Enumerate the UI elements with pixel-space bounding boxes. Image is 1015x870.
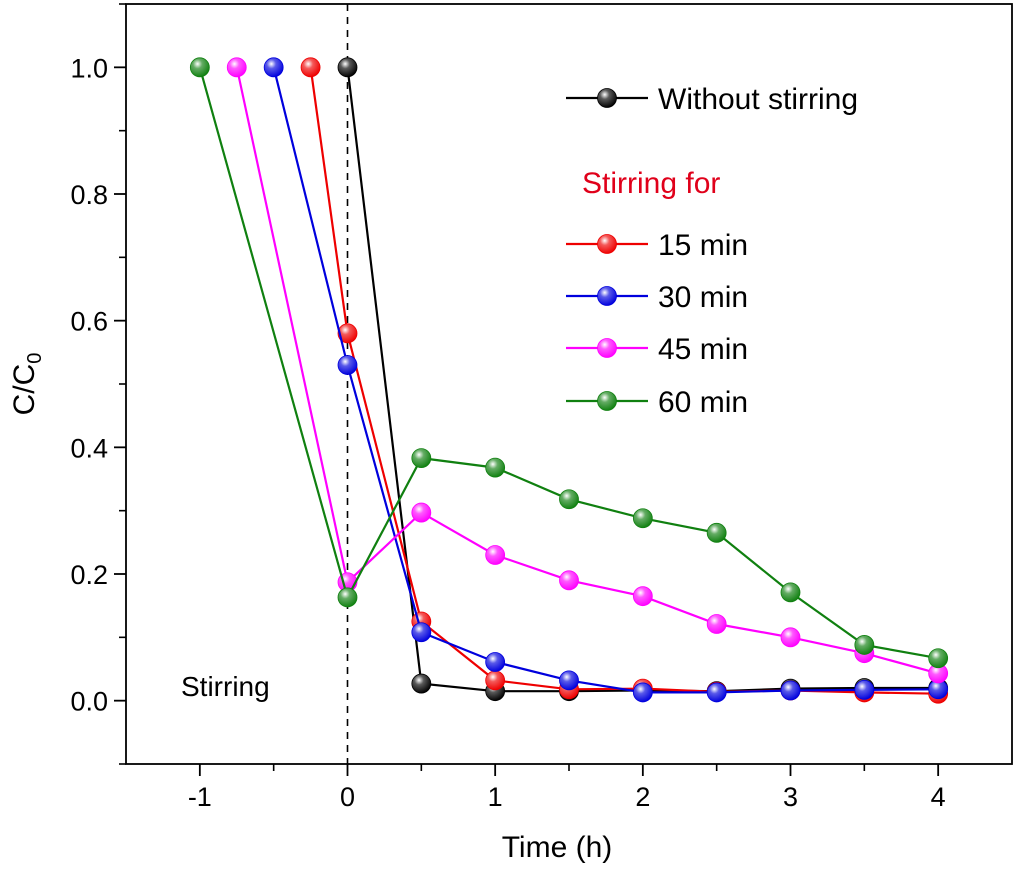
data-point	[226, 57, 247, 78]
series-line	[309, 67, 939, 695]
plot-frame	[125, 3, 1013, 765]
x-tick-label: 4	[931, 782, 946, 812]
data-point	[559, 570, 579, 591]
legend-marker	[597, 391, 617, 411]
data-point	[300, 57, 321, 78]
y-axis-label-main: C/C	[8, 364, 41, 416]
data-point	[337, 587, 358, 608]
legend-entry: 45 min	[566, 333, 748, 366]
data-point	[559, 489, 579, 510]
data-point	[854, 680, 875, 700]
series-line	[198, 67, 939, 660]
legend-marker	[597, 234, 617, 254]
series-15-min	[300, 57, 949, 704]
y-tick-label: 1.0	[70, 53, 108, 83]
data-point	[411, 622, 432, 643]
legend-marker	[597, 286, 617, 306]
legend-label: 45 min	[658, 333, 748, 366]
x-tick-label: 1	[488, 782, 503, 812]
y-tick-label: 0.2	[70, 560, 108, 590]
data-point	[189, 57, 210, 78]
data-point	[928, 648, 949, 669]
series-line	[235, 67, 939, 675]
data-point	[411, 448, 432, 469]
legend: Without stirring 15 min 30 min 45 min 60 min…	[566, 83, 858, 419]
series-30-min	[263, 57, 949, 703]
data-point	[780, 627, 801, 648]
x-tick-label: 2	[635, 782, 650, 812]
y-tick-label: 0.0	[70, 687, 108, 717]
legend-heading: Stirring for	[582, 167, 720, 200]
data-point	[411, 502, 432, 523]
data-point	[485, 670, 506, 691]
series-60-min	[189, 57, 949, 669]
data-point	[854, 635, 875, 655]
data-point	[337, 57, 358, 78]
data-point	[485, 652, 506, 672]
series-45-min	[226, 57, 949, 684]
plot-area: -1 0 1 2 3 4 0.0 0.2 0.4 0.6 0.8 1.0	[70, 3, 946, 812]
data-point	[485, 545, 506, 565]
data-point	[632, 682, 653, 703]
y-tick-label: 0.4	[70, 433, 108, 463]
legend-label: Without stirring	[658, 83, 858, 116]
data-point	[263, 57, 284, 78]
series-line	[272, 67, 939, 694]
y-axis-label-subscript: 0	[24, 353, 46, 364]
x-tick-label: 3	[783, 782, 798, 812]
data-point	[337, 355, 358, 375]
data-point	[706, 682, 727, 703]
series-layer	[189, 57, 949, 704]
y-axis-label: C/C0	[8, 353, 46, 416]
data-point	[706, 522, 727, 543]
data-point	[780, 582, 801, 603]
data-point	[632, 508, 653, 529]
legend-marker	[597, 338, 617, 358]
legend-marker	[597, 88, 617, 108]
data-point	[706, 614, 727, 634]
data-point	[780, 680, 801, 701]
legend-entry: Without stirring	[566, 83, 858, 116]
legend-label: 30 min	[658, 281, 748, 314]
data-point	[337, 323, 358, 344]
y-tick-label: 0.6	[70, 307, 108, 337]
x-tick-label: -1	[188, 782, 212, 812]
legend-entry: 30 min	[566, 281, 748, 314]
y-tick-label: 0.8	[70, 180, 108, 210]
stirring-annotation: Stirring	[181, 671, 270, 702]
legend-entry: 15 min	[566, 229, 748, 262]
legend-entry: 60 min	[566, 386, 748, 419]
legend-label: 60 min	[658, 386, 748, 419]
data-point	[485, 457, 506, 478]
x-axis-label: Time (h)	[502, 831, 613, 864]
x-tick-label: 0	[340, 782, 355, 812]
data-point	[632, 586, 653, 607]
data-point	[411, 673, 432, 694]
legend-label: 15 min	[658, 229, 748, 262]
data-point	[559, 670, 579, 691]
